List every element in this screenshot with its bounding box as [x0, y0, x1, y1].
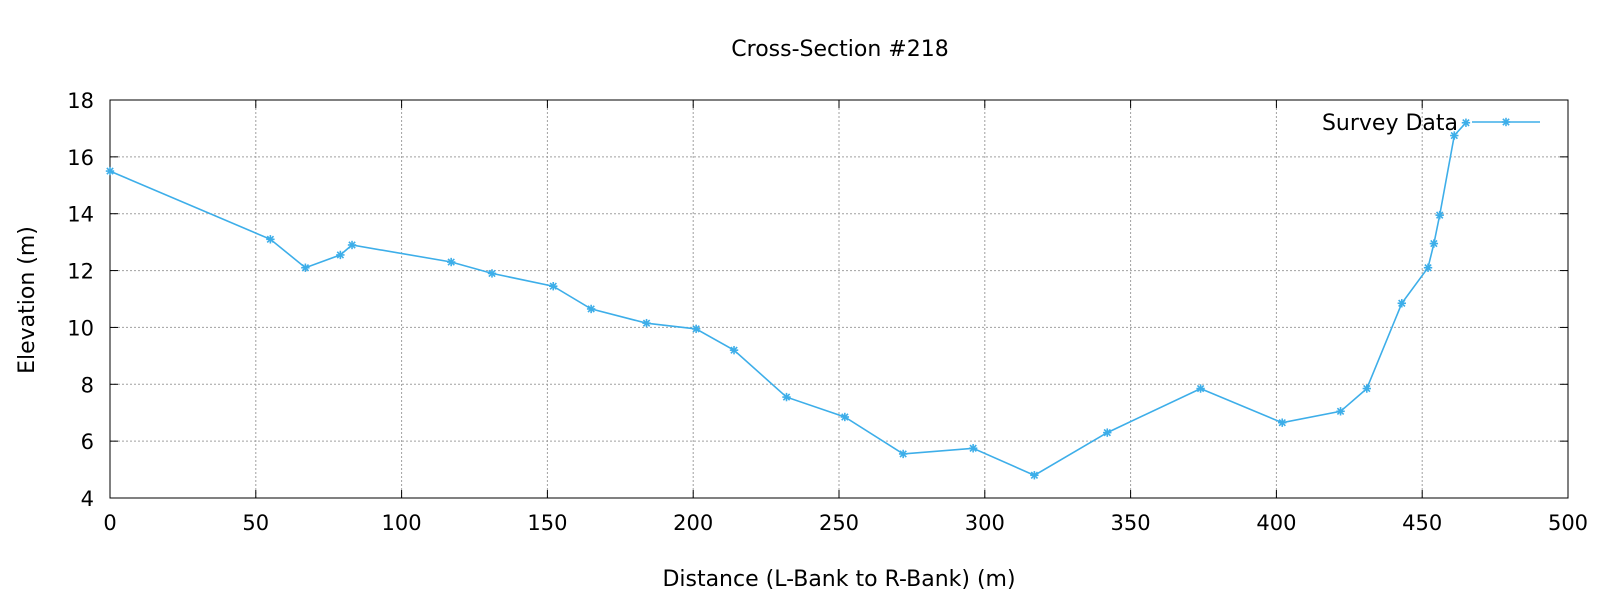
data-point [1397, 299, 1406, 308]
x-tick-label: 0 [103, 511, 116, 535]
data-point [1501, 117, 1511, 127]
y-tick-label: 8 [81, 373, 94, 397]
data-point [729, 345, 739, 355]
y-tick-label: 10 [67, 316, 94, 340]
data-point [1103, 428, 1112, 437]
data-point [691, 324, 701, 334]
data-point [1196, 384, 1205, 393]
series-survey-data [105, 118, 1471, 480]
data-point [1423, 263, 1433, 272]
data-point [1030, 471, 1039, 480]
data-point [266, 235, 275, 244]
y-tick-label: 18 [67, 89, 94, 113]
x-tick-label: 100 [382, 511, 422, 535]
x-tick-label: 400 [1256, 511, 1296, 535]
data-point [347, 240, 357, 250]
legend: Survey Data [1322, 111, 1540, 136]
y-tick-label: 6 [81, 430, 94, 454]
data-point [549, 282, 558, 291]
legend-label-survey-data: Survey Data [1322, 111, 1458, 136]
data-point [586, 304, 596, 314]
y-axis: 4 6 8 10 12 14 16 18 [67, 89, 1568, 511]
x-tick-label: 200 [673, 511, 713, 535]
data-point [782, 392, 791, 402]
data-point [898, 449, 908, 459]
data-point [1278, 418, 1287, 427]
plot-frame [109, 99, 1569, 499]
x-tick-label: 350 [1111, 511, 1151, 535]
data-point [105, 166, 115, 176]
data-point [446, 257, 456, 267]
x-tick-label: 300 [965, 511, 1005, 535]
data-point [301, 263, 310, 272]
data-point [487, 269, 497, 278]
data-point [1450, 131, 1459, 140]
y-axis-label: Elevation (m) [15, 226, 40, 374]
grid [110, 100, 1568, 498]
data-point [1435, 210, 1444, 220]
x-axis: 0 50 100 150 200 250 300 350 400 450 500 [103, 100, 1588, 535]
y-tick-label: 14 [67, 203, 94, 227]
data-point [1429, 239, 1439, 248]
legend-line-sample [1472, 117, 1540, 127]
series-line [109, 122, 1467, 477]
x-tick-label: 450 [1402, 511, 1442, 535]
chart-title: Cross-Section #218 [731, 37, 948, 62]
x-tick-label: 50 [242, 511, 269, 535]
data-point [1336, 407, 1345, 416]
x-tick-label: 150 [527, 511, 567, 535]
y-tick-label: 16 [67, 146, 94, 170]
x-tick-label: 250 [819, 511, 859, 535]
data-point [968, 444, 978, 453]
x-axis-label: Distance (L-Bank to R-Bank) (m) [662, 567, 1015, 592]
data-point [840, 412, 850, 422]
data-point [642, 318, 651, 328]
y-tick-label: 4 [81, 487, 94, 511]
y-tick-label: 12 [67, 260, 94, 284]
data-point [1461, 118, 1471, 127]
data-point [336, 250, 345, 260]
x-tick-label: 500 [1548, 511, 1588, 535]
data-point [1362, 384, 1371, 393]
